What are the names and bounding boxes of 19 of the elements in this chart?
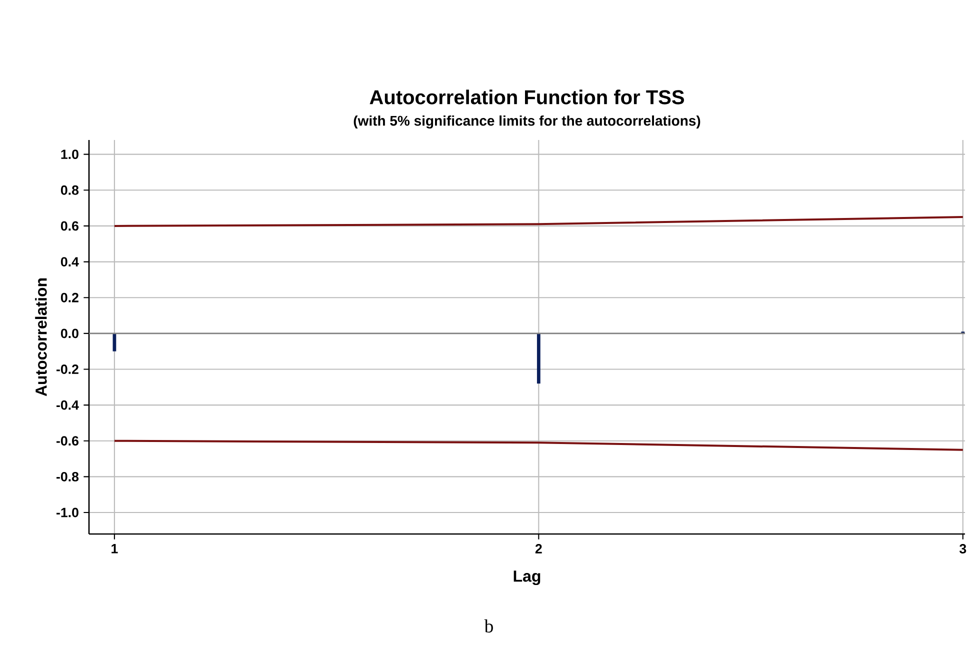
text: b [484,619,493,633]
y-tick-label: 1.0 [61,150,78,160]
y-tick-label: 0.8 [60,185,79,195]
y-tick-label: -0.4 [56,400,79,410]
x-axis-title: Lag [514,570,540,586]
x-tick-label: 3 [959,544,966,554]
x-tick-label: 2 [535,544,542,554]
x-tick-label: 1 [112,544,118,554]
y-tick-label: -1.0 [56,508,78,518]
y-tick-label: 0.4 [60,257,79,266]
y-axis-title: Autocorrelation [35,278,47,396]
y-tick-label: 0.6 [60,221,78,231]
y-tick-label: 0.0 [60,328,78,338]
y-tick-label: -0.6 [56,436,78,446]
chart-subtitle: (with 5% significance limits for the autocorrelations) [354,115,700,129]
y-tick-label: 0.2 [60,292,78,302]
y-tick-label: -0.2 [56,364,78,374]
chart-title: Autocorrelation Function for TSS [370,90,684,104]
y-tick-label: -0.8 [56,472,79,482]
